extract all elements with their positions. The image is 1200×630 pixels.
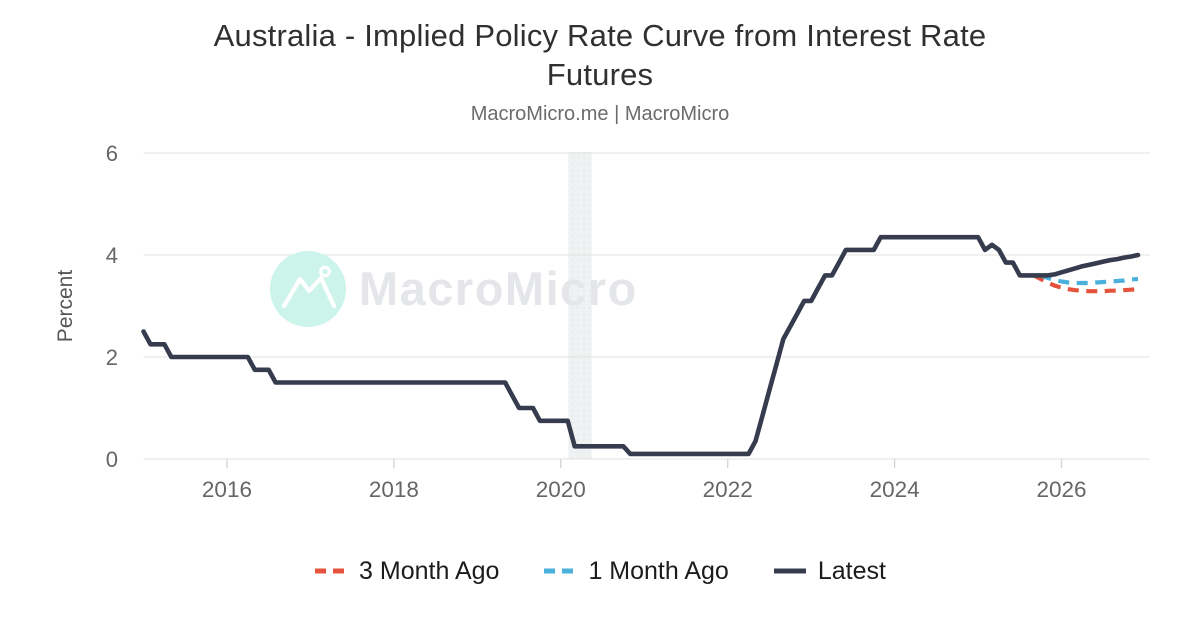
x-tick-label: 2026 — [1037, 477, 1087, 502]
y-tick-label: 2 — [106, 345, 118, 370]
legend-swatch-latest — [773, 568, 806, 574]
x-tick-label: 2020 — [536, 477, 586, 502]
legend-item-1-month-ago[interactable]: 1 Month Ago — [543, 556, 729, 586]
series-line-3-month-ago — [1032, 273, 1139, 294]
legend-label-latest: Latest — [817, 556, 886, 585]
legend-label-3-month-ago: 3 Month Ago — [359, 556, 500, 585]
legend-label-1-month-ago: 1 Month Ago — [588, 556, 729, 585]
x-tick-label: 2024 — [870, 477, 920, 502]
chart-subtitle: MacroMicro.me | MacroMicro — [470, 103, 730, 125]
x-tick-label: 2022 — [703, 477, 753, 502]
legend: 3 Month Ago 1 Month Ago Latest — [0, 552, 1200, 590]
y-tick-label: 0 — [106, 447, 118, 472]
series-line-1-month-ago — [1039, 273, 1139, 286]
legend-swatch-3-month-ago — [315, 568, 348, 574]
macromicro-logo-icon — [281, 275, 337, 309]
chart-header: Australia - Implied Policy Rate Curve fr… — [0, 16, 1200, 94]
macromicro-watermark: MacroMicro — [270, 251, 638, 327]
y-axis-title: Percent — [54, 270, 77, 343]
series-layer — [141, 234, 1141, 457]
legend-swatch-1-month-ago — [544, 568, 577, 574]
recession-band — [568, 152, 592, 459]
legend-item-latest[interactable]: Latest — [773, 557, 886, 586]
watermark-brand-text: MacroMicro — [359, 262, 638, 315]
chart-title-line-1: Australia - Implied Policy Rate Curve fr… — [213, 18, 987, 53]
chart-title-line-2: Futures — [546, 57, 654, 92]
macromicro-logo-dot-icon — [319, 265, 331, 278]
axis-label-layer: 0 2 4 6 2016 2018 2020 2022 2024 2026 — [106, 141, 1087, 502]
series-line-latest — [141, 234, 1141, 457]
legend-item-3-month-ago[interactable]: 3 Month Ago — [314, 557, 499, 586]
recession-band-layer — [568, 152, 592, 459]
y-tick-label: 4 — [106, 243, 118, 268]
y-tick-label: 6 — [106, 141, 118, 166]
x-tick-label: 2016 — [202, 477, 252, 502]
x-tick-label: 2018 — [369, 477, 419, 502]
